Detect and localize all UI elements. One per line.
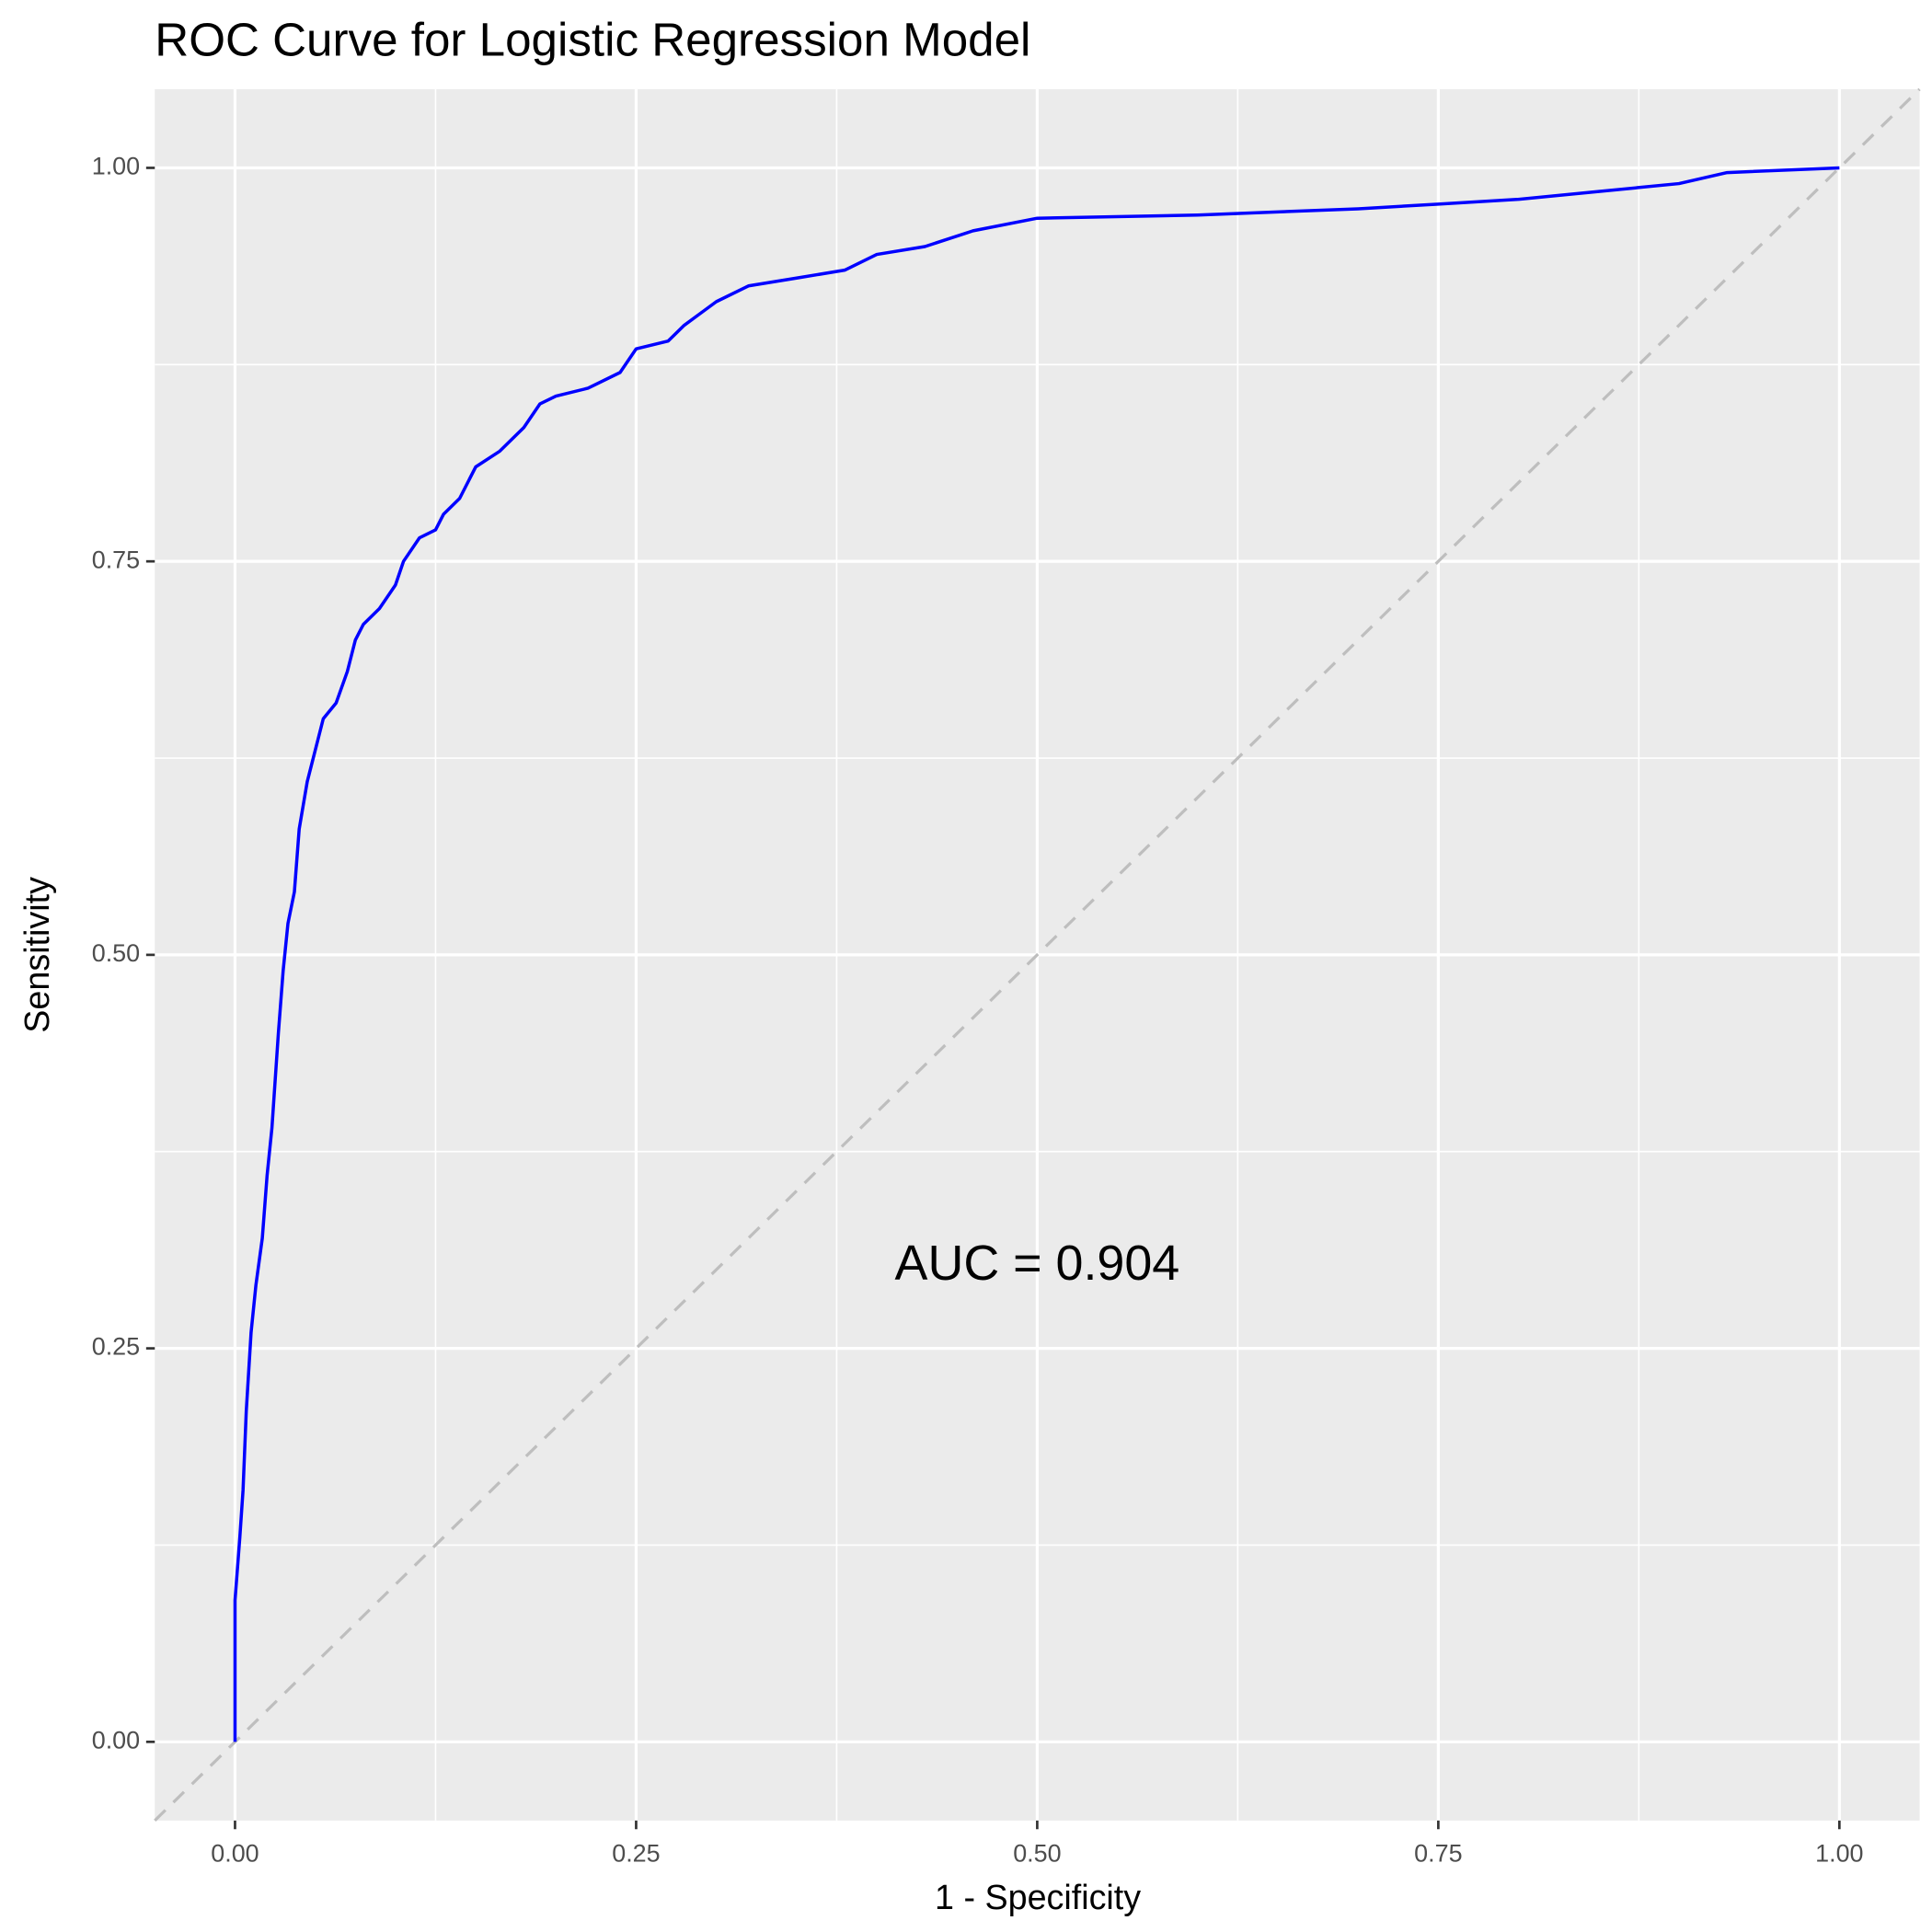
- x-axis-title: 1 - Specificity: [935, 1878, 1141, 1916]
- annotation: AUC = 0.904: [895, 1236, 1180, 1291]
- x-tick-label: 0.75: [1414, 1840, 1462, 1868]
- reference-diagonal: [154, 87, 1921, 1822]
- x-tick-label: 0.50: [1013, 1840, 1061, 1868]
- y-axis-title: Sensitivity: [17, 877, 56, 1033]
- y-tick-label: 0.75: [92, 546, 140, 573]
- roc-curve: [233, 166, 1840, 1742]
- y-tick-label: 1.00: [92, 153, 140, 180]
- y-tick-label: 0.25: [92, 1333, 140, 1361]
- y-tick-label: 0.50: [92, 939, 140, 967]
- x-tick-label: 1.00: [1815, 1840, 1863, 1868]
- chart-title: ROC Curve for Logistic Regression Model: [155, 14, 1030, 66]
- x-tick-label: 0.25: [612, 1840, 660, 1868]
- x-tick-label: 0.00: [211, 1840, 259, 1868]
- y-tick-label: 0.00: [92, 1726, 140, 1754]
